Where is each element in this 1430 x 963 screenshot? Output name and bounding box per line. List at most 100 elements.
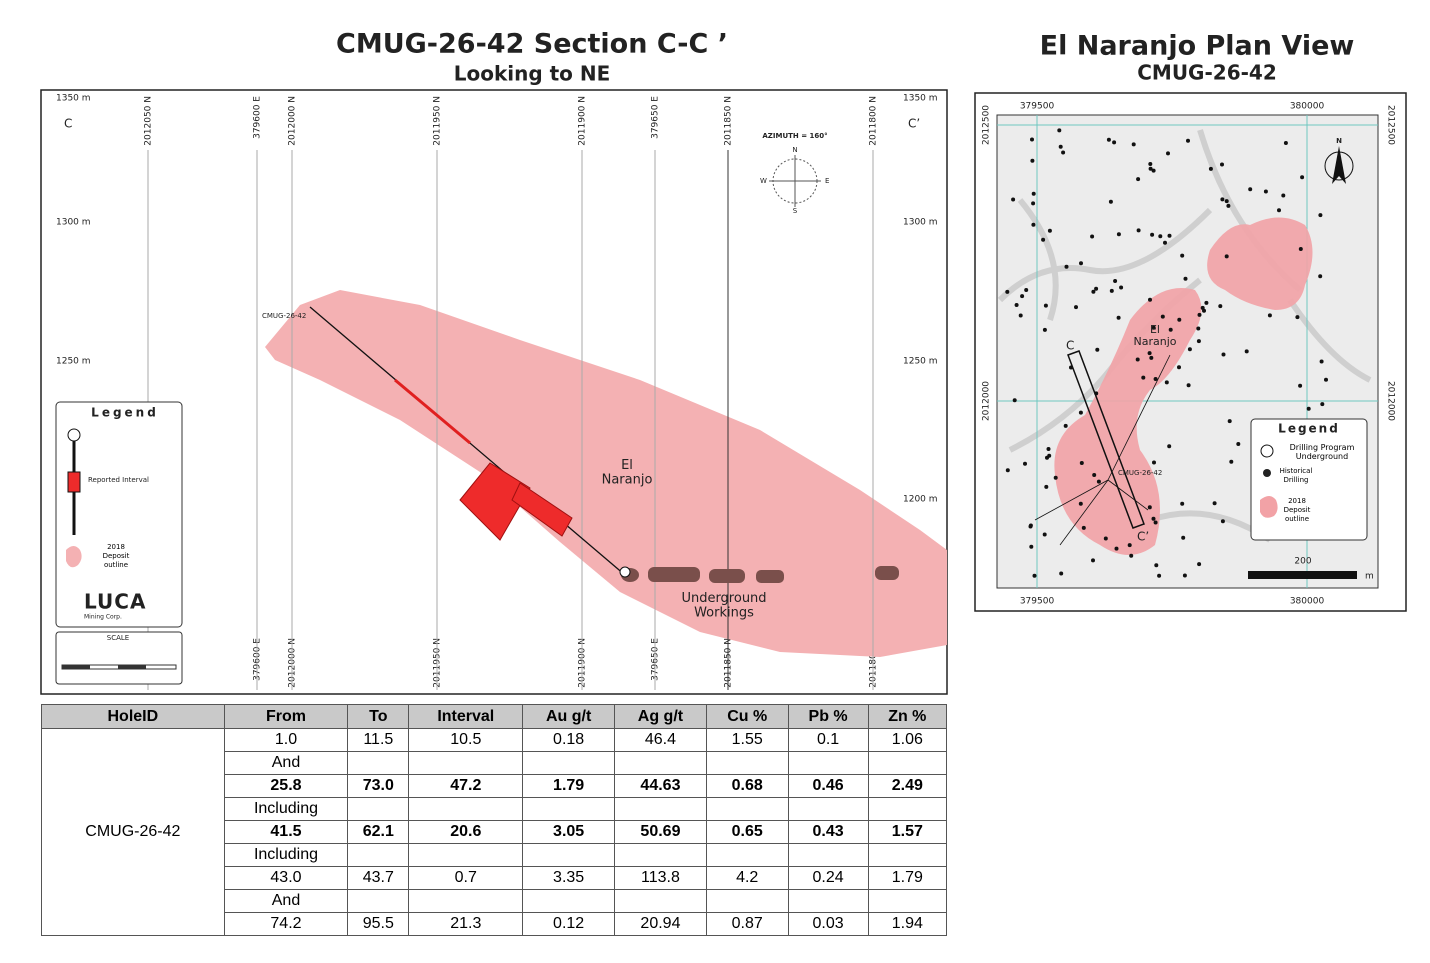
label-line: Workings [694,605,754,620]
north-label: N [1336,137,1342,145]
table-cell: 43.0 [223,866,349,890]
drill-collar [1148,297,1152,302]
plan-scale-bar [1248,571,1357,579]
drill-collar [1112,140,1117,145]
table-cell [705,797,789,821]
drill-collar [1224,254,1229,259]
table-cell: 41.5 [223,820,349,844]
table-cell: 1.94 [867,912,948,936]
drill-collar [1180,253,1185,258]
drill-collar [1116,232,1121,237]
grid-label: 2011950 N [433,96,443,146]
legend-box [55,401,183,628]
table-cell [347,889,410,913]
interval [459,462,531,541]
drill-collar [1181,535,1186,540]
drill-collar [1300,175,1305,180]
workings-label: Underground Workings [681,591,766,620]
plan-scale-unit: m [1365,572,1374,582]
drill-collar [1106,137,1111,142]
label-line: Underground [681,591,766,606]
drill-collar [1078,501,1083,506]
drill-collar [1109,288,1114,293]
drill-collar [1306,406,1311,411]
drill-collar [1168,327,1173,332]
drill-collar [1298,247,1303,251]
table-cell: 1.06 [867,728,948,752]
plan-legend-historical [1263,469,1271,477]
table-cell [705,751,789,775]
drill-collar [1114,546,1119,551]
table-row: And [42,751,948,775]
table-cell: 73.0 [347,774,410,798]
drill-collar [1163,240,1167,245]
drill-collar [1020,294,1025,299]
drill-collar [1152,460,1156,465]
table-cell: 50.69 [614,820,707,844]
table-cell: 0.43 [787,820,869,844]
table-cell: 20.94 [614,912,707,936]
drill-collar [1043,303,1048,308]
easting: 379500 [1020,597,1055,607]
drill-collar [1059,571,1064,576]
drill-collar [1227,419,1232,424]
working [648,567,700,582]
drill-collar [1283,141,1288,145]
drill-collar [1011,197,1016,202]
scale-bar-seg [62,665,90,669]
drill-collar [1091,558,1095,563]
section-subtitle: Looking to NE [454,62,611,86]
hole-label: CMUG-26-42 [262,312,306,320]
legend-deposit-wrap: 2018 Deposit outline [103,543,130,569]
table-cell: 95.5 [347,912,410,936]
table-row: Including [42,797,948,821]
elevation-label: 1300 m [56,218,91,228]
plan-section-end: C’ [1137,530,1149,544]
drill-collar [1263,189,1268,194]
compass-n: N [792,146,797,154]
table-cell: 1.0 [223,728,349,752]
drill-collar [1160,314,1165,319]
table-cell: 1.57 [867,820,948,844]
table-cell: 0.46 [787,774,869,798]
drill-collar [1129,553,1134,558]
table-cell: 0.7 [408,866,524,890]
table-cell: 43.7 [347,866,410,890]
table-cell [614,843,707,867]
table-cell: 3.35 [522,866,616,890]
table-cell [408,751,524,775]
table-cell [408,889,524,913]
table-cell: Including [223,843,349,867]
drill-collar [1063,423,1068,428]
plan-legend-box [1250,418,1368,541]
easting: 380000 [1290,597,1325,607]
grid-label: 2012000 N [288,96,298,146]
north-arrow [1332,146,1346,184]
plan-deposit [1054,288,1202,555]
label-line: El [1150,323,1160,336]
easting: 379500 [1020,102,1055,112]
hole-id-cell: CMUG-26-42 [41,728,225,936]
drill-collar [1141,375,1146,380]
table-cell: And [223,751,349,775]
header-cell: Cu % [705,704,789,729]
drill-collar [1031,201,1036,206]
table-cell: 2.49 [867,774,948,798]
table-cell: 46.4 [614,728,707,752]
working [756,570,784,583]
drill-collar [1018,313,1023,318]
table-row: CMUG-26-42 1.0 11.5 10.5 0.18 46.4 1.55 0.1 1.06 [41,728,948,936]
section-end: C [64,117,72,131]
table-row: 41.5 62.1 20.6 3.05 50.69 0.65 0.43 1.57 [42,820,948,844]
drill-collar [1151,325,1156,330]
working [709,569,745,583]
drill-collar [1318,213,1323,218]
table-row: 74.2 95.5 21.3 0.12 20.94 0.87 0.03 1.94 [42,912,948,936]
assay-table: HoleID From To Interval Au g/t Ag g/t Cu % Pb %… [41,704,948,936]
compass: AZIMUTH = 160° N S E W [760,132,829,215]
scale-bar-seg [118,665,146,669]
table-cell: 0.24 [787,866,869,890]
compass-w: W [760,177,767,185]
drill-collar [1005,289,1010,294]
plan-legend-title: Legend [1278,422,1340,436]
